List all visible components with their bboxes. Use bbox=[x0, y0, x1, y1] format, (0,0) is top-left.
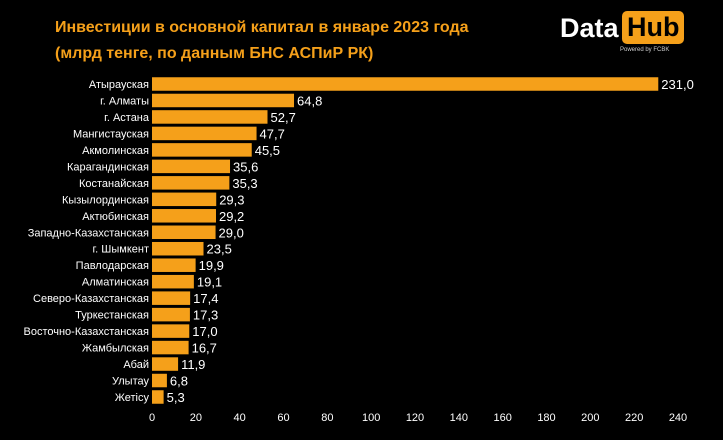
category-label: Западно-Казахстанская bbox=[28, 227, 149, 239]
category-label: г. Алматы bbox=[100, 95, 149, 107]
logo-powered-text: Powered by FCBK bbox=[620, 47, 670, 53]
category-label: Павлодарская bbox=[76, 260, 149, 272]
category-label: Абай bbox=[123, 359, 149, 371]
value-label: 52,7 bbox=[271, 110, 296, 125]
value-label: 35,3 bbox=[232, 176, 257, 191]
bar bbox=[152, 241, 204, 256]
x-tick-label: 120 bbox=[406, 412, 424, 424]
value-label: 17,3 bbox=[193, 308, 218, 323]
category-label: Жамбылская bbox=[82, 343, 149, 355]
x-tick-label: 80 bbox=[321, 412, 333, 424]
value-label: 16,7 bbox=[192, 341, 217, 356]
value-label: 64,8 bbox=[297, 93, 322, 108]
category-label: Восточно-Казахстанская bbox=[23, 326, 149, 338]
category-label: г. Шымкент bbox=[93, 244, 150, 256]
bar bbox=[152, 324, 190, 338]
x-tick-label: 40 bbox=[234, 412, 246, 424]
bar bbox=[152, 373, 167, 388]
category-label: Жетісу bbox=[115, 392, 150, 404]
x-tick-label: 200 bbox=[581, 412, 599, 424]
value-label: 29,0 bbox=[219, 225, 244, 240]
category-label: Атырауская bbox=[89, 79, 149, 91]
bar bbox=[152, 93, 295, 108]
bar bbox=[152, 340, 189, 355]
x-tick-label: 160 bbox=[493, 412, 511, 424]
category-label: Акмолинская bbox=[82, 145, 149, 157]
value-label: 29,2 bbox=[219, 209, 244, 224]
bar bbox=[152, 176, 230, 190]
x-tick-label: 220 bbox=[625, 412, 643, 424]
category-label: Алматинская bbox=[82, 277, 149, 289]
value-label: 6,8 bbox=[170, 374, 188, 389]
category-label: Мангистауская bbox=[73, 128, 149, 140]
x-tick-label: 140 bbox=[450, 412, 468, 424]
x-tick-label: 60 bbox=[277, 412, 289, 424]
value-label: 19,9 bbox=[199, 258, 224, 273]
datahub-logo: Data Hub Powered by FCBK bbox=[560, 8, 685, 58]
logo-data-text: Data bbox=[560, 13, 619, 43]
category-label: Туркестанская bbox=[75, 310, 149, 322]
x-tick-label: 0 bbox=[149, 412, 155, 424]
bar bbox=[152, 126, 257, 141]
category-label: Карагандинская bbox=[67, 161, 149, 173]
bar bbox=[152, 357, 179, 371]
x-tick-label: 100 bbox=[362, 412, 380, 424]
chart-title: Инвестиции в основной капитал в январе 2… bbox=[55, 19, 469, 36]
bar bbox=[152, 390, 164, 404]
chart-subtitle: (млрд тенге, по данным БНС АСПиР РК) bbox=[55, 45, 374, 62]
bar bbox=[152, 225, 216, 240]
bar bbox=[152, 209, 216, 223]
value-label: 17,0 bbox=[192, 324, 217, 339]
value-label: 17,4 bbox=[193, 291, 218, 306]
value-label: 45,5 bbox=[255, 143, 280, 158]
category-label: г. Астана bbox=[104, 112, 150, 124]
value-label: 5,3 bbox=[167, 390, 185, 405]
bar bbox=[152, 307, 190, 322]
value-label: 23,5 bbox=[207, 242, 232, 257]
value-label: 19,1 bbox=[197, 275, 222, 290]
x-tick-label: 180 bbox=[537, 412, 555, 424]
category-label: Улытау bbox=[112, 376, 149, 388]
category-label: Северо-Казахстанская bbox=[33, 293, 149, 305]
value-label: 231,0 bbox=[661, 77, 694, 92]
bar bbox=[152, 77, 659, 91]
bar bbox=[152, 274, 194, 289]
x-tick-label: 240 bbox=[669, 412, 687, 424]
bar bbox=[152, 159, 231, 174]
category-label: Кызылординская bbox=[62, 194, 149, 206]
value-label: 47,7 bbox=[260, 126, 285, 141]
value-label: 35,6 bbox=[233, 159, 258, 174]
category-label: Костанайская bbox=[79, 178, 149, 190]
bar bbox=[152, 110, 268, 124]
x-tick-label: 20 bbox=[190, 412, 202, 424]
value-label: 29,3 bbox=[219, 192, 244, 207]
bar bbox=[152, 192, 217, 207]
bar bbox=[152, 291, 191, 305]
bar bbox=[152, 258, 196, 272]
value-label: 11,9 bbox=[181, 357, 205, 372]
logo-hub-text: Hub bbox=[622, 11, 685, 44]
category-label: Актюбинская bbox=[82, 211, 149, 223]
bar bbox=[152, 143, 252, 157]
